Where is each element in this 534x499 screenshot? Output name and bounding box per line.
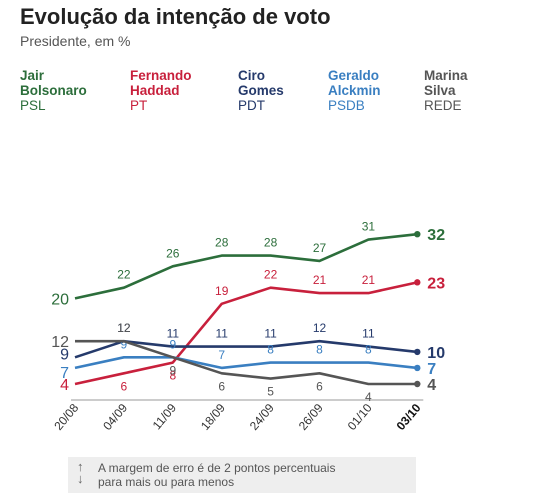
data-label-end: 4 [427,377,436,394]
legend-last-name: Bolsonaro [20,83,87,98]
series-line-4 [75,339,418,386]
legend-last-name: Haddad [130,83,180,98]
data-label: 12 [117,321,131,335]
margin-of-error-note: ↑ ↓ A margem de erro é de 2 pontos percen… [68,457,416,493]
legend-item-marina: Marina Silva REDE [424,68,468,113]
data-label: 21 [362,273,376,287]
data-label: 11 [264,327,277,341]
legend-first-name: Geraldo [328,68,380,83]
data-label: 9 [169,337,176,351]
legend: Jair Bolsonaro PSL Fernando Haddad PT Ci… [20,68,490,118]
data-label-end: 10 [427,345,445,362]
data-label: 6 [218,379,225,393]
double-arrow-icon: ↑ ↓ [77,459,84,486]
data-label: 26 [166,246,180,260]
legend-item-haddad: Fernando Haddad PT [130,68,192,113]
note-line-1: A margem de erro é de 2 pontos percentua… [98,461,336,475]
legend-item-bolsonaro: Jair Bolsonaro PSL [20,68,87,113]
data-label: 28 [215,236,229,250]
legend-first-name: Marina [424,68,468,83]
data-label: 28 [264,236,278,250]
data-label: 8 [267,343,274,357]
data-label: 5 [267,385,274,399]
data-label: 6 [121,379,128,393]
data-label: 8 [316,343,323,357]
series-line-2 [74,339,418,359]
chart-subtitle: Presidente, em % [20,33,131,49]
x-tick-label: 03/10 [394,401,424,433]
data-label: 8 [169,369,176,383]
data-label: 19 [215,284,229,298]
data-label: 11 [167,327,180,341]
legend-party: REDE [424,98,462,113]
data-label-start: 20 [51,291,69,308]
data-label: 22 [264,268,278,282]
x-tick-label: 04/09 [100,401,130,433]
x-tick-label: 20/08 [51,401,81,433]
legend-party: PSL [20,98,46,113]
data-label: 6 [316,379,323,393]
legend-item-ciro: Ciro Gomes PDT [238,68,284,113]
data-label: 12 [117,321,131,335]
x-tick-label: 18/09 [198,401,228,433]
data-label-start: 4 [60,377,69,394]
note-line-2: para mais ou para menos [98,475,235,489]
legend-first-name: Ciro [238,68,265,83]
data-label: 11 [215,327,228,341]
data-label: 11 [362,327,375,341]
data-label: 8 [365,343,372,357]
data-label: 4 [365,390,372,404]
series-line-0 [74,232,418,300]
series-line-3 [74,355,418,370]
x-tick-label: 11/09 [150,401,180,433]
x-tick-label: 26/09 [296,401,326,433]
data-label: 31 [362,220,376,234]
series-end-dot-3 [414,364,421,372]
legend-party: PSDB [328,98,365,113]
series-line-1 [74,281,418,386]
legend-item-alckmin: Geraldo Alckmin PSDB [328,68,381,113]
legend-last-name: Silva [424,83,456,98]
legend-last-name: Alckmin [328,83,381,98]
legend-first-name: Fernando [130,68,192,83]
data-label: 7 [218,348,225,362]
data-label: 27 [313,241,327,255]
x-tick-label: 24/09 [247,401,277,433]
series-end-dot-0 [414,231,421,238]
data-label: 9 [121,337,128,351]
data-label-end: 32 [427,227,445,244]
data-label-start: 9 [60,346,69,363]
series-end-dot-1 [414,279,421,286]
legend-first-name: Jair [20,68,45,83]
data-label-start: 12 [51,334,69,351]
chart-title: Evolução da intenção de voto [20,4,331,29]
data-label: 9 [169,363,176,377]
series-end-dot-2 [414,348,421,356]
data-label-end: 7 [427,361,436,378]
legend-party: PT [130,98,148,113]
legend-party: PDT [238,98,265,113]
data-label: 22 [117,268,131,282]
legend-last-name: Gomes [238,83,284,98]
x-tick-label: 01/10 [345,401,375,433]
data-label: 21 [313,273,327,287]
series-end-dot-4 [414,380,421,388]
data-label: 12 [313,321,327,335]
data-label-start: 7 [60,365,69,382]
data-label-end: 23 [427,275,445,292]
